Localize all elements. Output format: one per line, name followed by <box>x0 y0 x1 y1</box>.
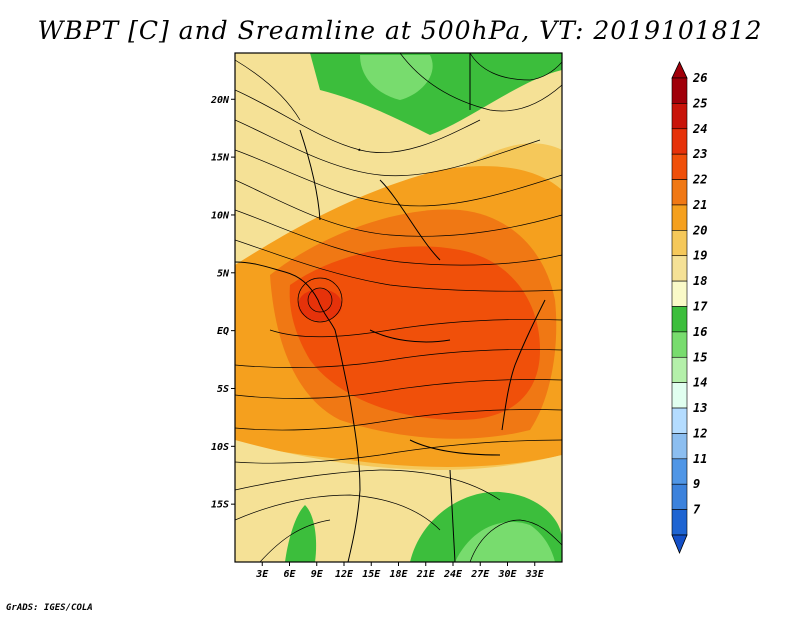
coastlines <box>235 53 546 562</box>
colorbar-label: 14 <box>693 376 707 390</box>
colorbar-label: 17 <box>693 300 708 314</box>
lat-tick-label: 5S <box>217 384 229 395</box>
lon-tick-label: 15E <box>362 569 381 580</box>
lon-tick-label: 6E <box>283 569 296 580</box>
lat-tick-label: 5N <box>217 268 230 279</box>
lon-tick-label: 27E <box>470 569 490 580</box>
credit-text: GrADS: IGES/COLA <box>6 603 93 613</box>
streamline <box>235 59 301 121</box>
border-line <box>299 129 321 221</box>
lat-tick-label: 10N <box>211 210 230 221</box>
streamline <box>235 119 541 177</box>
colorbar-label: 25 <box>692 96 707 110</box>
chart-title: WBPT [C] and Sreamline at 500hPa, VT: 20… <box>37 16 763 45</box>
streamline-vortex <box>297 277 343 323</box>
colorbar: 26 25 24 23 22 21 20 19 18 17 16 15 14 13 12 11 9 7 <box>671 61 708 555</box>
streamlines <box>235 53 562 562</box>
colorbar-swatch <box>671 103 688 130</box>
colorbar-swatch <box>671 128 688 155</box>
latitude-axis: 20N 15N 10N 5N EQ 5S 10S 15S <box>210 95 235 511</box>
colorbar-label: 26 <box>692 71 707 85</box>
colorbar-label: 23 <box>692 147 707 161</box>
lon-tick-label: 3E <box>255 569 269 580</box>
colorbar-label: 11 <box>693 452 707 466</box>
wbpt-zone-17-west <box>285 505 317 562</box>
streamline <box>235 469 501 501</box>
streamline <box>235 379 562 399</box>
streamline <box>259 519 331 562</box>
wbpt-zone-16-south <box>455 521 555 562</box>
coastline <box>235 261 361 562</box>
colorbar-label: 12 <box>693 426 707 440</box>
lon-tick-label: 9E <box>311 569 324 580</box>
colorbar-swatch <box>671 356 688 383</box>
colorbar-bottom-arrow <box>671 534 688 555</box>
streamline <box>469 53 562 81</box>
lake-shore <box>501 299 546 431</box>
wbpt-field <box>235 53 562 562</box>
colorbar-swatch <box>671 77 688 104</box>
lon-tick-label: 33E <box>525 569 545 580</box>
colorbar-swatch <box>671 382 688 409</box>
streamline <box>235 439 562 464</box>
colorbar-swatch <box>671 483 688 510</box>
colorbar-swatch <box>671 280 688 307</box>
wbpt-zone-16-north <box>360 55 433 100</box>
colorbar-swatch <box>671 433 688 460</box>
colorbar-swatch <box>671 179 688 206</box>
lon-tick-label: 18E <box>389 569 408 580</box>
lon-tick-label: 30E <box>497 569 517 580</box>
lon-tick-label: 24E <box>443 569 463 580</box>
colorbar-label: 13 <box>693 401 707 415</box>
border-line <box>449 469 456 562</box>
lat-tick-label: 15N <box>211 153 230 164</box>
streamline <box>235 179 562 237</box>
colorbar-top-arrow <box>671 61 688 79</box>
streamline <box>235 209 562 266</box>
colorbar-label: 9 <box>693 477 700 491</box>
colorbar-label: 24 <box>692 122 707 136</box>
lon-tick-label: 21E <box>416 569 436 580</box>
longitude-axis: 3E 6E 9E 12E 15E 18E 21E 24E 27E 30E 33E <box>255 562 545 580</box>
colorbar-label: 7 <box>693 503 701 517</box>
colorbar-label: 16 <box>693 325 707 339</box>
lat-tick-label: 20N <box>210 95 230 106</box>
colorbar-label: 19 <box>693 249 707 263</box>
colorbar-label: 21 <box>692 198 707 212</box>
colorbar-swatch <box>671 306 688 333</box>
streamline <box>269 319 562 338</box>
colorbar-swatch <box>671 255 688 282</box>
border-line <box>409 439 501 456</box>
colorbar-swatch <box>671 153 688 180</box>
streamline-vortex <box>307 287 333 313</box>
streamline <box>235 89 481 153</box>
streamline <box>235 409 562 431</box>
colorbar-swatch <box>671 204 688 231</box>
colorbar-swatch <box>671 407 688 434</box>
colorbar-label: 20 <box>692 223 707 237</box>
colorbar-label: 15 <box>693 350 707 364</box>
colorbar-swatch <box>671 458 688 485</box>
wbpt-zone-23 <box>289 246 540 420</box>
lat-tick-label: 10S <box>211 442 229 453</box>
lat-tick-label: 15S <box>211 500 229 511</box>
colorbar-swatch <box>671 331 688 358</box>
lon-tick-label: 12E <box>335 569 354 580</box>
streamline <box>235 494 441 531</box>
colorbar-label: 22 <box>692 173 707 187</box>
border-line <box>379 179 441 261</box>
colorbar-swatch <box>671 509 688 536</box>
lat-tick-label: EQ <box>217 326 229 337</box>
colorbar-label: 18 <box>693 274 707 288</box>
streamline <box>469 519 562 562</box>
streamline <box>235 349 562 369</box>
border-line <box>369 329 451 343</box>
streamline <box>399 53 562 112</box>
streamline <box>235 239 562 292</box>
colorbar-swatch <box>671 230 688 257</box>
